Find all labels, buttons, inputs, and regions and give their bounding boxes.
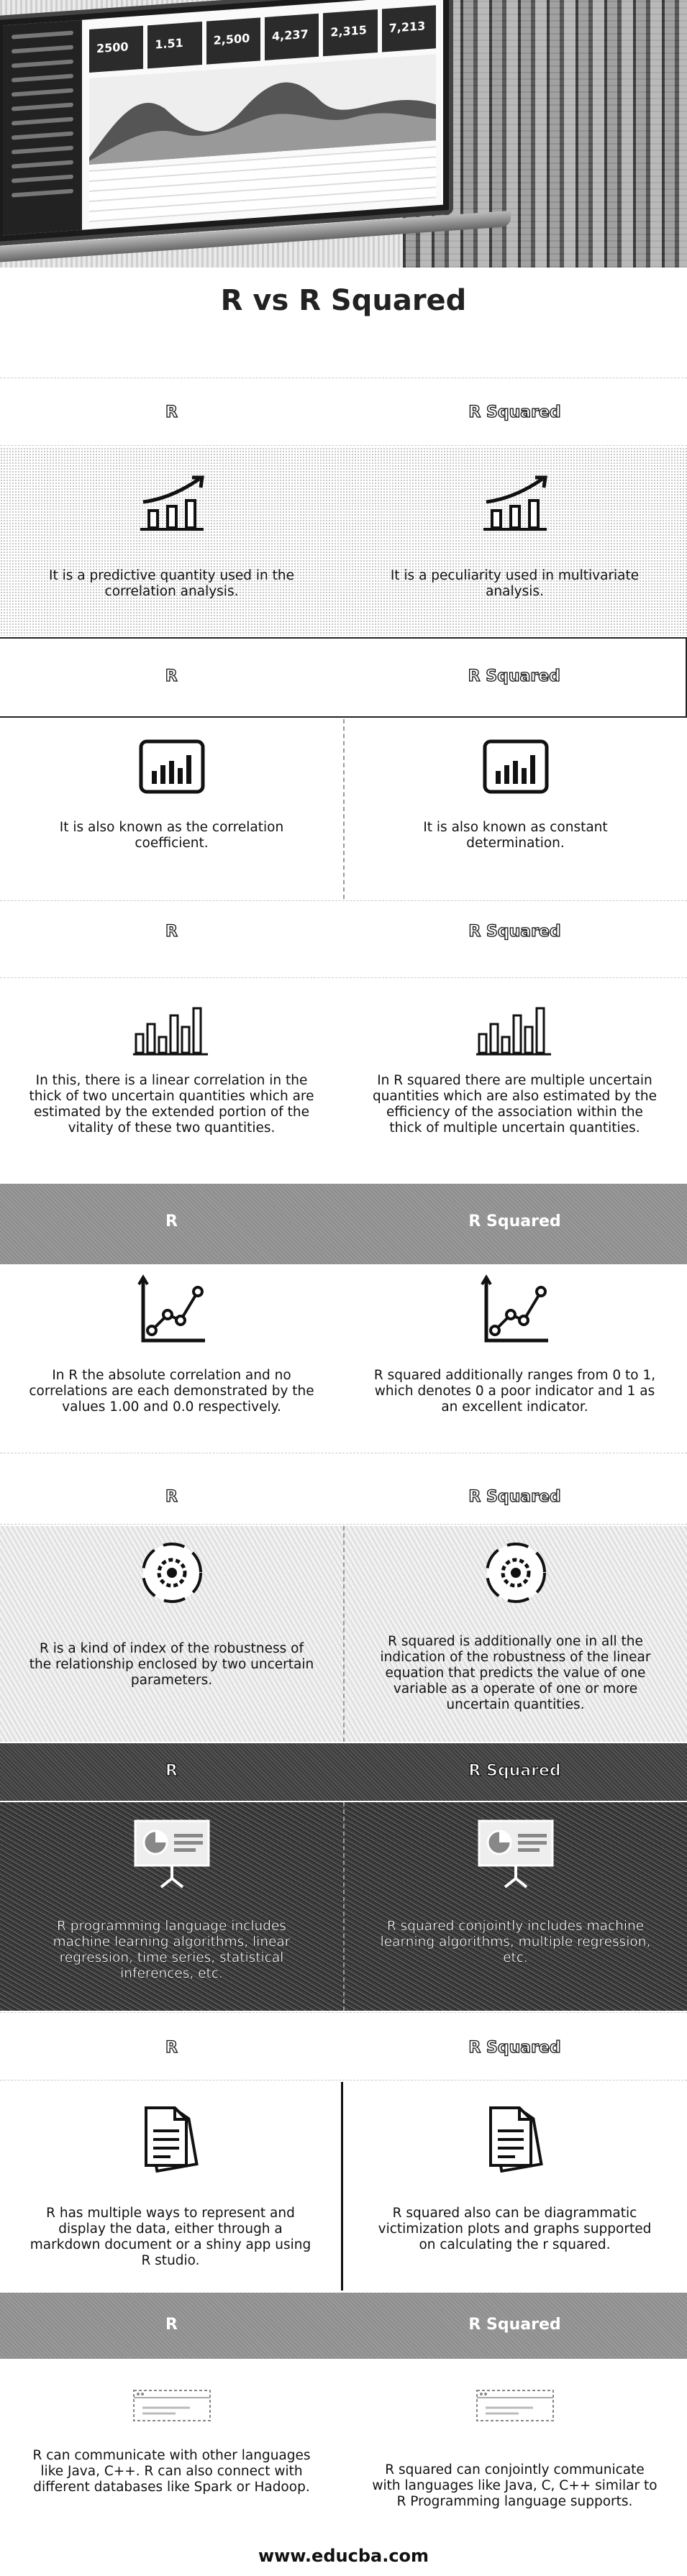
comparison-header: R R Squared xyxy=(0,1184,687,1264)
dashboard-stat: 2500 xyxy=(89,25,144,73)
header-r-squared: R Squared xyxy=(468,1212,561,1230)
right-description: R squared additionally ranges from 0 to … xyxy=(373,1368,656,1415)
line-graph-icon xyxy=(137,1274,205,1343)
right-description: It is also known as constant determinati… xyxy=(423,820,608,851)
left-cell: In this, there is a linear correlation i… xyxy=(0,979,343,1182)
dashboard-sidebar xyxy=(3,19,82,236)
left-cell: R programming language includes machine … xyxy=(0,1802,343,2011)
growth-chart-icon xyxy=(140,475,204,531)
header-r: R xyxy=(165,1761,178,1780)
growth-chart-icon xyxy=(483,475,547,531)
presentation-board-icon xyxy=(134,1819,209,1888)
right-description: R squared can conjointly communicate wit… xyxy=(372,2462,658,2509)
laptop-illustration: 2500 1.51 2,500 4,237 2,315 7,213 xyxy=(0,0,453,247)
dashboard-stat: 1.51 xyxy=(147,22,202,69)
header-r: R xyxy=(165,1212,178,1230)
left-cell: R is a kind of index of the robustness o… xyxy=(0,1526,343,1742)
left-cell: In R the absolute correlation and no cor… xyxy=(0,1266,343,1438)
presentation-board-icon xyxy=(478,1819,553,1888)
laptop-screen: 2500 1.51 2,500 4,237 2,315 7,213 xyxy=(3,0,443,236)
comparison-header: R R Squared xyxy=(0,1743,687,1801)
comparison-row: In this, there is a linear correlation i… xyxy=(0,979,687,1182)
left-description: R is a kind of index of the robustness o… xyxy=(29,1641,314,1688)
left-description: In R the absolute correlation and no cor… xyxy=(29,1368,314,1415)
header-r: R xyxy=(165,2038,178,2057)
comparison-header: R R Squared xyxy=(0,378,687,446)
left-description: It is a predictive quantity used in the … xyxy=(49,568,294,599)
bar-chart-icon xyxy=(132,1007,208,1056)
line-graph-icon xyxy=(480,1274,548,1343)
comparison-row: R has multiple ways to represent and dis… xyxy=(0,2082,687,2290)
monitor-bar-chart-icon xyxy=(483,739,548,794)
comparison-header: R R Squared xyxy=(0,1453,687,1525)
header-r: R xyxy=(165,403,178,421)
comparison-row: It is also known as the correlation coef… xyxy=(0,719,687,899)
right-cell: It is also known as constant determinati… xyxy=(343,719,686,899)
header-r: R xyxy=(165,1487,178,1506)
header-r: R xyxy=(165,922,178,941)
right-cell: In R squared there are multiple uncertai… xyxy=(343,979,686,1182)
page-title: R vs R Squared xyxy=(220,284,467,317)
comparison-row: R programming language includes machine … xyxy=(0,1802,687,2011)
comparison-row: R can communicate with other languages l… xyxy=(0,2360,687,2531)
browser-window-icon xyxy=(132,2390,211,2421)
header-r-squared: R Squared xyxy=(468,2038,562,2057)
dashboard-stat: 4,237 xyxy=(264,13,319,60)
comparison-header: R R Squared xyxy=(0,637,687,718)
right-description: R squared also can be diagrammatic victi… xyxy=(378,2206,652,2252)
comparison-header: R R Squared xyxy=(0,2293,687,2359)
right-description: R squared conjointly includes machine le… xyxy=(380,1919,651,1965)
comparison-row: It is a predictive quantity used in the … xyxy=(0,447,687,636)
comparison-row: R is a kind of index of the robustness o… xyxy=(0,1526,687,1742)
document-icon xyxy=(488,2106,543,2173)
gear-icon xyxy=(141,1543,202,1603)
document-icon xyxy=(145,2106,199,2173)
left-description: It is also known as the correlation coef… xyxy=(59,820,284,851)
left-description: R can communicate with other languages l… xyxy=(32,2448,311,2495)
header-r-squared: R Squared xyxy=(468,1487,562,1506)
header-r-squared: R Squared xyxy=(468,403,562,421)
right-cell: R squared can conjointly communicate wit… xyxy=(343,2360,686,2531)
gear-icon xyxy=(485,1543,546,1603)
left-description: R programming language includes machine … xyxy=(53,1919,291,1981)
hero-image: 2500 1.51 2,500 4,237 2,315 7,213 xyxy=(0,0,687,268)
right-description: It is a peculiarity used in multivariate… xyxy=(390,568,640,599)
right-description: In R squared there are multiple uncertai… xyxy=(372,1073,658,1136)
comparison-row: In R the absolute correlation and no cor… xyxy=(0,1266,687,1438)
left-cell: R has multiple ways to represent and dis… xyxy=(0,2082,343,2290)
left-description: In this, there is a linear correlation i… xyxy=(29,1073,314,1136)
header-r-squared: R Squared xyxy=(468,667,561,685)
header-r-squared: R Squared xyxy=(468,922,562,941)
header-r-squared: R Squared xyxy=(468,2316,561,2334)
left-cell: It is also known as the correlation coef… xyxy=(0,719,343,899)
left-cell: It is a predictive quantity used in the … xyxy=(0,447,343,636)
comparison-header: R R Squared xyxy=(0,900,687,978)
right-description: R squared is additionally one in all the… xyxy=(380,1634,651,1712)
header-r-squared: R Squared xyxy=(468,1761,562,1780)
footer-url[interactable]: www.educba.com xyxy=(258,2546,429,2566)
right-cell: R squared also can be diagrammatic victi… xyxy=(343,2082,686,2290)
dashboard-area-chart xyxy=(89,54,436,165)
right-cell: R squared is additionally one in all the… xyxy=(343,1526,686,1742)
dashboard-stat: 7,213 xyxy=(381,5,436,52)
left-cell: R can communicate with other languages l… xyxy=(0,2360,343,2531)
dashboard-stat: 2,315 xyxy=(323,9,378,57)
comparison-header: R R Squared xyxy=(0,2012,687,2081)
bar-chart-icon xyxy=(476,1007,551,1056)
right-cell: R squared conjointly includes machine le… xyxy=(343,1802,686,2011)
right-cell: It is a peculiarity used in multivariate… xyxy=(343,447,686,636)
browser-window-icon xyxy=(476,2390,554,2421)
monitor-bar-chart-icon xyxy=(139,739,204,794)
header-r: R xyxy=(165,667,178,685)
left-description: R has multiple ways to represent and dis… xyxy=(29,2206,311,2268)
right-cell: R squared additionally ranges from 0 to … xyxy=(343,1266,686,1438)
dashboard-stat: 2,500 xyxy=(206,17,260,65)
header-r: R xyxy=(165,2316,178,2334)
